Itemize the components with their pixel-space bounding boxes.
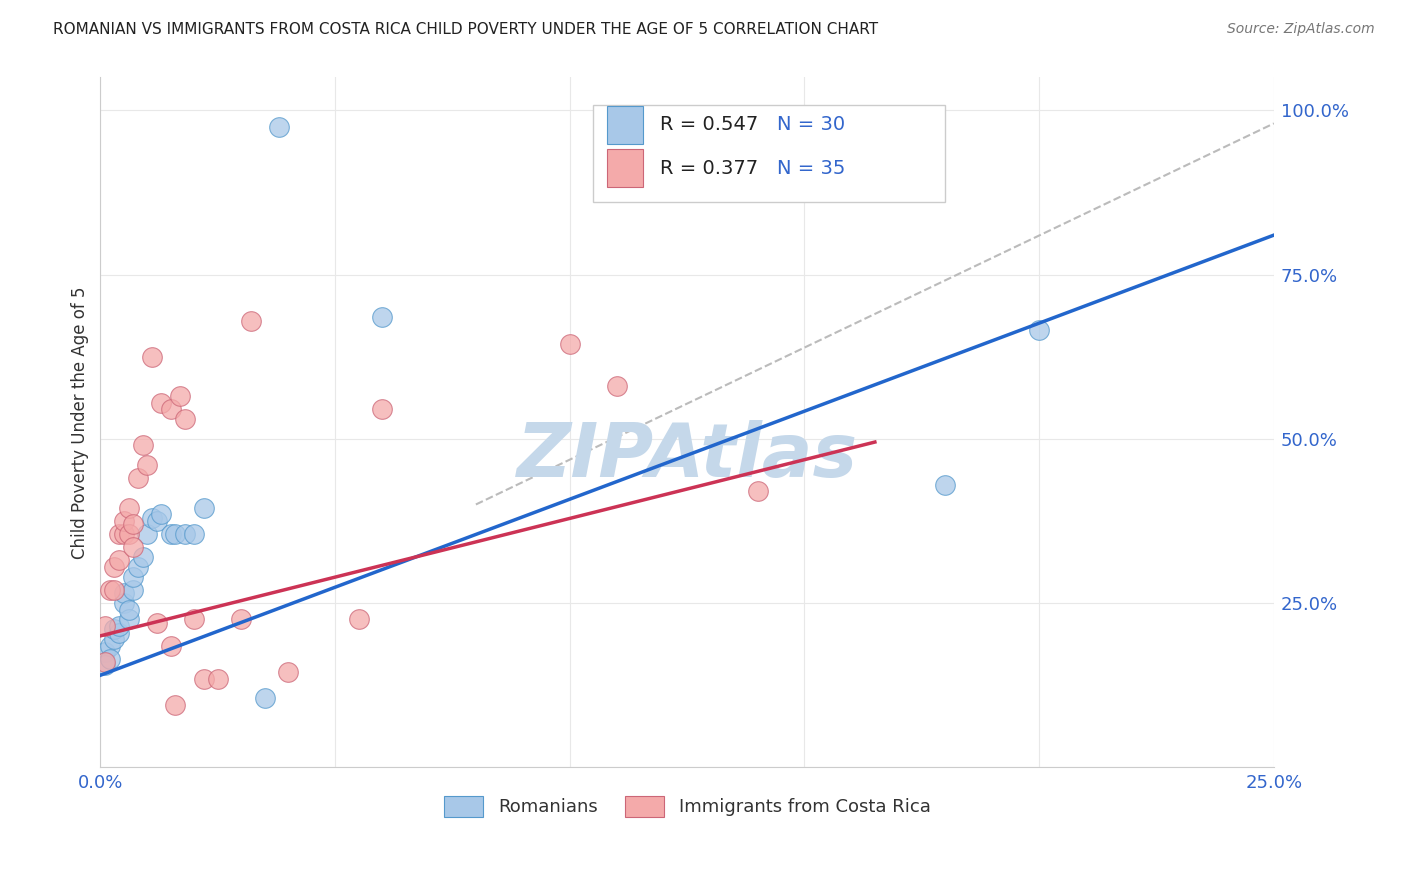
Point [193, 672, 215, 686]
Point [112, 586, 135, 600]
Point [239, 313, 262, 327]
Legend: Romanians, Immigrants from Costa Rica: Romanians, Immigrants from Costa Rica [436, 789, 938, 824]
Point [141, 350, 163, 364]
Point [122, 517, 145, 532]
Point [159, 639, 181, 653]
Point [173, 412, 195, 426]
Point [159, 527, 181, 541]
Point [117, 602, 139, 616]
Point [347, 612, 370, 626]
Point [103, 582, 125, 597]
Point [117, 527, 139, 541]
Point [183, 527, 205, 541]
Point [108, 625, 131, 640]
Point [94, 655, 117, 669]
Point [98, 582, 121, 597]
Point [141, 510, 163, 524]
Point [231, 612, 253, 626]
Point [159, 402, 181, 417]
FancyBboxPatch shape [607, 106, 643, 144]
Point [183, 612, 205, 626]
Text: R = 0.547: R = 0.547 [661, 115, 758, 134]
Point [606, 379, 628, 393]
Point [150, 508, 173, 522]
Point [558, 336, 581, 351]
Point [165, 698, 187, 712]
Point [112, 514, 135, 528]
Point [371, 402, 394, 417]
Point [169, 389, 191, 403]
Text: Source: ZipAtlas.com: Source: ZipAtlas.com [1227, 22, 1375, 37]
Y-axis label: Child Poverty Under the Age of 5: Child Poverty Under the Age of 5 [72, 286, 89, 558]
Point [136, 527, 159, 541]
FancyBboxPatch shape [607, 149, 643, 187]
Point [108, 553, 131, 567]
Text: R = 0.377: R = 0.377 [661, 159, 758, 178]
Text: N = 35: N = 35 [778, 159, 846, 178]
Point [112, 596, 135, 610]
FancyBboxPatch shape [593, 105, 945, 202]
Point [117, 612, 139, 626]
Point [131, 549, 153, 564]
Point [267, 120, 290, 134]
Point [94, 645, 117, 659]
Text: N = 30: N = 30 [778, 115, 845, 134]
Point [94, 619, 117, 633]
Point [136, 458, 159, 472]
Point [150, 395, 173, 409]
Point [127, 471, 149, 485]
Point [131, 438, 153, 452]
Point [145, 615, 167, 630]
Text: ZIPAtlas: ZIPAtlas [516, 420, 858, 493]
Point [98, 652, 121, 666]
Point [747, 484, 769, 499]
Point [165, 527, 187, 541]
Point [277, 665, 299, 679]
Point [371, 310, 394, 325]
Point [253, 691, 276, 706]
Point [173, 527, 195, 541]
Point [207, 672, 229, 686]
Point [108, 527, 131, 541]
Point [103, 560, 125, 574]
Point [122, 582, 145, 597]
Point [117, 500, 139, 515]
Point [193, 500, 215, 515]
Point [122, 540, 145, 554]
Point [108, 619, 131, 633]
Point [98, 639, 121, 653]
Point [103, 622, 125, 636]
Text: ROMANIAN VS IMMIGRANTS FROM COSTA RICA CHILD POVERTY UNDER THE AGE OF 5 CORRELAT: ROMANIAN VS IMMIGRANTS FROM COSTA RICA C… [53, 22, 879, 37]
Point [145, 514, 167, 528]
Point [122, 570, 145, 584]
Point [1028, 323, 1050, 337]
Point [112, 527, 135, 541]
Point [94, 658, 117, 673]
Point [103, 632, 125, 647]
Point [934, 477, 956, 491]
Point [127, 560, 149, 574]
